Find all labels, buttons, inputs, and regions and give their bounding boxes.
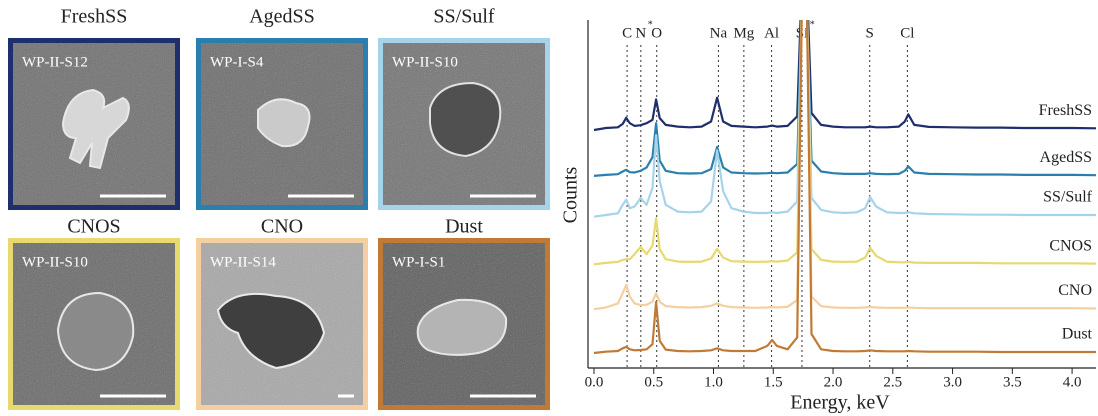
- x-tick-label: 1.0: [704, 374, 723, 390]
- element-sup: *: [810, 19, 815, 30]
- spectrum-line: [594, 0, 1096, 130]
- element-label: N: [635, 25, 646, 41]
- y-axis-label: Counts: [560, 166, 582, 223]
- element-label: Na: [710, 25, 728, 41]
- series-label: SS/Sulf: [1043, 189, 1093, 206]
- series-label: Dust: [1062, 326, 1093, 343]
- element-label: C: [622, 25, 632, 41]
- spectrum-line: [594, 0, 1096, 217]
- element-label: S: [866, 25, 874, 41]
- spectrum-line: [594, 0, 1096, 176]
- panel-title: CNOS: [67, 216, 120, 238]
- series-label: FreshSS: [1039, 102, 1092, 119]
- x-tick-label: 2.0: [824, 374, 843, 390]
- particle: [58, 293, 133, 370]
- series-label: CNO: [1058, 282, 1092, 299]
- spectrum-line: [594, 0, 1096, 264]
- panel-title: SS/Sulf: [433, 6, 494, 28]
- sample-label: WP-I-S1: [392, 254, 445, 270]
- x-tick-label: 4.0: [1063, 374, 1082, 390]
- sample-label: WP-I-S4: [210, 54, 264, 70]
- x-tick-label: 1.5: [764, 374, 783, 390]
- x-axis-label: Energy, keV: [790, 392, 890, 414]
- spectrum-line: [594, 0, 1096, 353]
- sample-label: WP-II-S10: [392, 54, 458, 70]
- sample-label: WP-II-S12: [22, 54, 88, 70]
- x-tick-label: 0.5: [644, 374, 663, 390]
- panel-title: FreshSS: [61, 6, 128, 28]
- x-tick-label: 0.0: [585, 374, 604, 390]
- element-label: Mg: [733, 25, 754, 41]
- panel-title: Dust: [445, 216, 483, 238]
- element-label: Cl: [900, 25, 914, 41]
- panel-title: CNO: [261, 216, 303, 238]
- series-label: CNOS: [1049, 237, 1092, 254]
- plot-area: [594, 0, 1096, 353]
- series-label: AgedSS: [1040, 149, 1092, 166]
- sample-label: WP-II-S10: [22, 254, 88, 270]
- element-label: Al: [764, 25, 779, 41]
- element-label: O: [651, 25, 662, 41]
- panel-title: AgedSS: [249, 6, 315, 28]
- x-tick-label: 3.5: [1003, 374, 1022, 390]
- sample-label: WP-II-S14: [210, 254, 276, 270]
- x-tick-label: 3.0: [943, 374, 962, 390]
- x-tick-label: 2.5: [883, 374, 902, 390]
- figure: Energy, keV Counts FreshSS WP-II-S12 AgedS…: [0, 0, 1098, 416]
